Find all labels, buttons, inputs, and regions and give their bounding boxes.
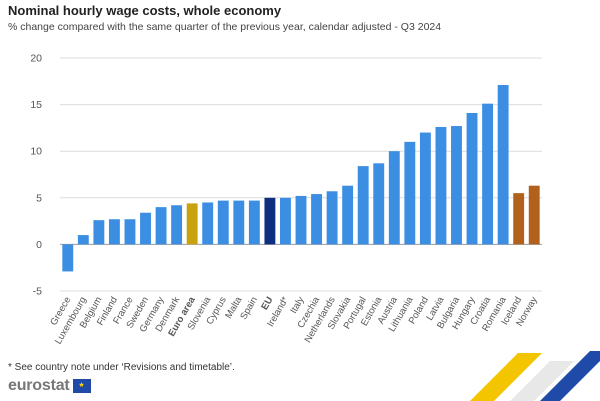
bar-netherlands xyxy=(326,191,338,245)
bar-latvia xyxy=(435,126,447,245)
logo-text: eurostat xyxy=(8,377,70,394)
bar-spain xyxy=(248,200,260,245)
chart-title: Nominal hourly wage costs, whole economy xyxy=(8,3,282,18)
y-tick-label: -5 xyxy=(33,286,42,298)
bar-germany xyxy=(155,207,167,245)
bar-cyprus xyxy=(217,200,229,245)
bar-sweden xyxy=(140,212,151,245)
bar-poland xyxy=(419,132,431,245)
bar-malta xyxy=(233,200,245,245)
y-tick-label: 10 xyxy=(30,146,42,158)
bar-estonia xyxy=(373,163,385,245)
bar-austria xyxy=(388,151,400,245)
bar-lithuania xyxy=(404,141,416,245)
bar-luxembourg xyxy=(77,235,89,245)
bar-hungary xyxy=(466,112,478,245)
eurostat-logo: eurostat ★ xyxy=(8,377,91,395)
bar-finland xyxy=(108,219,120,245)
bar-eu xyxy=(264,197,276,245)
bar-greece xyxy=(62,244,74,272)
bar-iceland xyxy=(513,193,525,245)
bar-bulgaria xyxy=(451,126,462,245)
y-tick-label: 0 xyxy=(36,239,42,251)
bar-slovenia xyxy=(202,202,214,245)
bar-italy xyxy=(295,195,307,245)
bar-denmark xyxy=(171,205,183,245)
bar-croatia xyxy=(482,103,494,245)
y-tick-label: 15 xyxy=(30,99,42,111)
chart-subtitle: % change compared with the same quarter … xyxy=(8,21,442,33)
bar-ireland xyxy=(280,197,291,245)
bar-norway xyxy=(528,185,540,245)
eu-flag-icon: ★ xyxy=(72,379,91,393)
decorative-stripes xyxy=(470,351,600,401)
y-tick-label: 5 xyxy=(36,192,42,204)
bar-romania xyxy=(497,85,509,245)
bar-euro-area xyxy=(186,203,198,245)
y-tick-label: 20 xyxy=(30,53,42,65)
footnote: * See country note under ‘Revisions and … xyxy=(8,362,235,373)
bar-slovakia xyxy=(342,185,354,245)
bar-chart: -505101520GreeceLuxembourgBelgiumFinland… xyxy=(30,53,542,346)
bar-belgium xyxy=(93,220,105,245)
bar-portugal xyxy=(357,166,369,245)
bar-france xyxy=(124,219,136,245)
bar-czechia xyxy=(311,194,322,245)
